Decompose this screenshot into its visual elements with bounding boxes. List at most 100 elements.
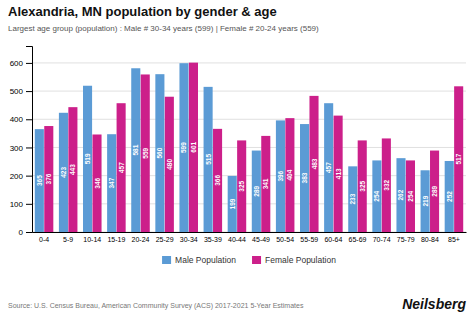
- bar: [406, 160, 415, 232]
- data-label: 423: [60, 167, 67, 178]
- x-tick-label: 20-24: [132, 236, 150, 243]
- bar: [396, 158, 405, 232]
- bar: [131, 68, 140, 232]
- chart: Alexandria, MN population by gender & ag…: [0, 0, 474, 316]
- data-label: 199: [229, 198, 236, 209]
- bar: [228, 176, 237, 232]
- y-tick-mark: [26, 232, 32, 233]
- data-label: 457: [118, 162, 125, 173]
- data-label: 325: [359, 180, 366, 191]
- x-tick: 55-59: [300, 236, 318, 243]
- bar-series: [44, 63, 463, 232]
- x-tick-label: 80-84: [421, 236, 439, 243]
- x-tick-label: 70-74: [373, 236, 391, 243]
- brand: Neilsberg: [402, 296, 466, 312]
- y-tick-mark: [26, 204, 32, 205]
- x-tick-label: 15-19: [107, 236, 125, 243]
- bar: [213, 129, 222, 232]
- x-tick: 75-79: [397, 236, 415, 243]
- bar: [155, 74, 164, 232]
- y-tick-mark: [26, 176, 32, 177]
- legend-swatch: [162, 256, 171, 264]
- data-label: 325: [238, 180, 245, 191]
- data-label: 517: [455, 153, 462, 164]
- x-tick: 80-84: [421, 236, 439, 243]
- data-label: 341: [262, 178, 269, 189]
- data-label: 581: [132, 144, 139, 155]
- legend-swatch: [252, 256, 261, 264]
- data-label: 289: [431, 185, 438, 196]
- y-tick: 300: [10, 144, 32, 153]
- bar: [454, 86, 463, 232]
- bar: [285, 118, 294, 232]
- data-label: 413: [335, 168, 342, 179]
- x-tick-label: 45-49: [252, 236, 270, 243]
- x-tick: 40-44: [228, 236, 246, 243]
- x-tick: 30-34: [180, 236, 198, 243]
- bar: [421, 170, 430, 232]
- data-label: 483: [311, 158, 318, 169]
- x-tick: 60-64: [324, 236, 342, 243]
- data-label: 601: [190, 142, 197, 153]
- x-tick: 70-74: [373, 236, 391, 243]
- x-tick-label: 0-4: [39, 236, 49, 243]
- x-tick-label: 40-44: [228, 236, 246, 243]
- bar: [179, 63, 188, 232]
- y-tick: 0: [19, 228, 32, 237]
- bar: [189, 63, 198, 232]
- bar: [324, 103, 333, 232]
- data-label: 404: [286, 169, 293, 180]
- bar: [35, 129, 44, 232]
- legend-item: Female Population: [252, 255, 336, 265]
- grid-line: [32, 91, 466, 92]
- y-tick-label: 400: [10, 115, 24, 124]
- bar: [276, 120, 285, 232]
- bar: [334, 116, 343, 232]
- x-tick-label: 10-14: [83, 236, 101, 243]
- y-tick-mark: [26, 91, 32, 92]
- x-tick: 35-39: [204, 236, 222, 243]
- y-axis: 0100200300400500600: [10, 47, 33, 238]
- y-tick-label: 0: [19, 228, 24, 237]
- bar: [348, 166, 357, 232]
- bar: [68, 107, 77, 232]
- y-axis-line: [26, 47, 33, 233]
- bar: [261, 136, 270, 232]
- legend-item: Male Population: [162, 255, 236, 265]
- bar: [430, 151, 439, 232]
- x-tick: 15-19: [107, 236, 125, 243]
- x-tick: 65-69: [349, 236, 367, 243]
- data-label: 519: [84, 153, 91, 164]
- bar: [372, 160, 381, 232]
- y-tick-label: 500: [10, 87, 24, 96]
- y-tick: 500: [10, 87, 32, 96]
- x-tick-label: 30-34: [180, 236, 198, 243]
- data-label: 332: [383, 179, 390, 190]
- legend-label: Female Population: [265, 255, 336, 265]
- x-tick-label: 75-79: [397, 236, 415, 243]
- data-label: 252: [446, 191, 453, 202]
- x-axis: 0-4 5-9 10-14 15-19 20-24 25-29 30-34 35-39 40-4…: [33, 233, 467, 243]
- y-tick-label: 200: [10, 172, 24, 181]
- grid-line: [32, 119, 466, 120]
- bar: [445, 161, 454, 232]
- y-tick: 400: [10, 115, 32, 124]
- x-tick: 45-49: [252, 236, 270, 243]
- x-tick-label: 5-9: [63, 236, 73, 243]
- data-label: 480: [166, 159, 173, 170]
- x-tick-label: 25-29: [156, 236, 174, 243]
- source-note: Source: U.S. Census Bureau, American Com…: [8, 302, 304, 310]
- x-tick-label: 65-69: [349, 236, 367, 243]
- x-tick: 0-4: [39, 236, 49, 243]
- y-tick-label: 100: [10, 200, 24, 209]
- bar: [117, 103, 126, 232]
- data-label: 262: [397, 189, 404, 200]
- y-tick-mark: [26, 119, 32, 120]
- bar: [237, 140, 246, 232]
- x-tick: 25-29: [156, 236, 174, 243]
- y-tick-mark: [26, 63, 32, 64]
- plot: 01002003004005006000-45-910-1415-1920-24…: [10, 47, 467, 243]
- x-tick-label: 60-64: [324, 236, 342, 243]
- bar: [382, 138, 391, 232]
- data-label: 599: [180, 142, 187, 153]
